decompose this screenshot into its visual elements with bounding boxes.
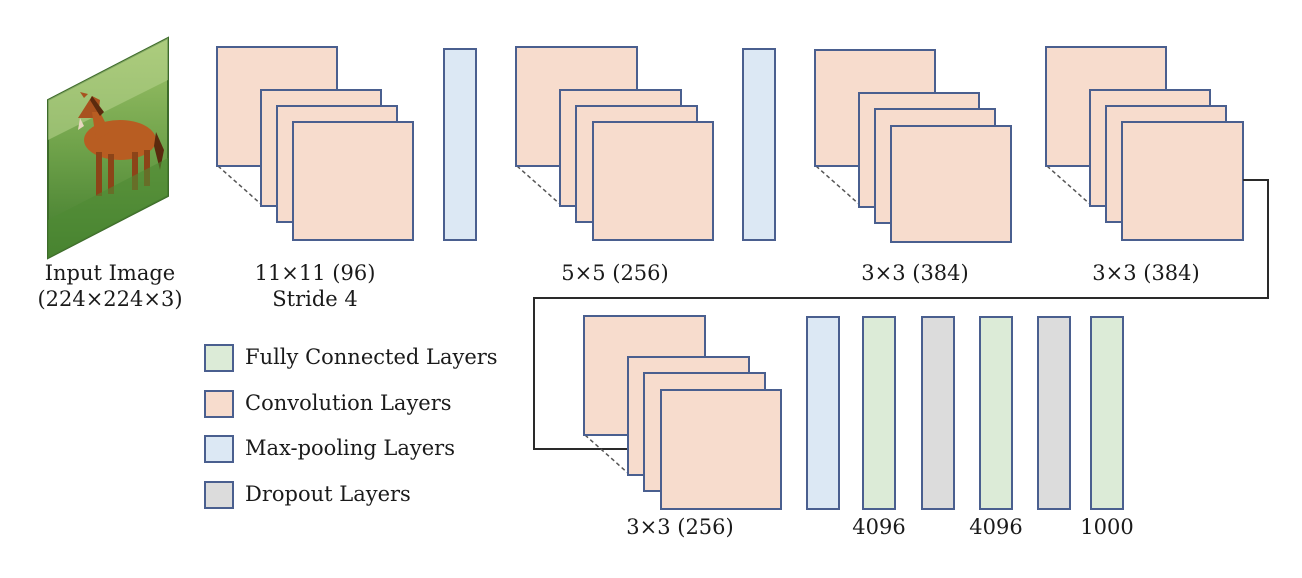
fc-layer-3 bbox=[1090, 316, 1124, 510]
horse-figure bbox=[78, 92, 164, 196]
conv4-label: 3×3 (384) bbox=[1092, 261, 1200, 285]
maxpool-layer-1 bbox=[443, 48, 477, 241]
dropout-layer-2 bbox=[1037, 316, 1071, 510]
input-label-line2: (224×224×3) bbox=[37, 287, 183, 311]
conv-block-1 bbox=[216, 46, 414, 241]
input-label-line1: Input Image bbox=[44, 261, 176, 285]
input-image bbox=[47, 36, 169, 260]
conv2-map-4 bbox=[592, 121, 714, 241]
maxpool-layer-2 bbox=[742, 48, 776, 241]
conv5-map-4 bbox=[660, 389, 782, 510]
conv4-map-4 bbox=[1121, 121, 1244, 241]
input-label: Input Image (224×224×3) bbox=[30, 260, 190, 312]
legend-swatch-dropout bbox=[204, 481, 234, 509]
conv1-label: 11×11 (96) Stride 4 bbox=[245, 260, 385, 312]
legend-label-fully-connected: Fully Connected Layers bbox=[245, 345, 498, 369]
legend-label-dropout: Dropout Layers bbox=[245, 482, 411, 506]
legend-label-convolution: Convolution Layers bbox=[245, 391, 452, 415]
legend-swatch-max-pooling bbox=[204, 435, 234, 463]
connector-arrow bbox=[533, 179, 1269, 457]
legend-swatch-fully-connected bbox=[204, 344, 234, 372]
legend-label-max-pooling: Max-pooling Layers bbox=[245, 436, 455, 460]
conv1-map-4 bbox=[292, 121, 414, 241]
fc3-label: 1000 bbox=[1080, 515, 1134, 539]
conv3-map-4 bbox=[890, 125, 1012, 243]
conv-block-4 bbox=[1045, 46, 1244, 241]
conv-block-3 bbox=[814, 49, 1012, 243]
conv-block-5 bbox=[583, 315, 782, 510]
conv-block-2 bbox=[515, 46, 714, 241]
fc1-label: 4096 bbox=[852, 515, 906, 539]
conv2-label: 5×5 (256) bbox=[561, 261, 669, 285]
conv1-stride-label: Stride 4 bbox=[272, 287, 358, 311]
conv5-label: 3×3 (256) bbox=[626, 515, 734, 539]
fc2-label: 4096 bbox=[969, 515, 1023, 539]
conv1-kernel-label: 11×11 (96) bbox=[254, 261, 376, 285]
legend-swatch-convolution bbox=[204, 390, 234, 418]
fc-layer-2 bbox=[979, 316, 1013, 510]
fc-layer-1 bbox=[862, 316, 896, 510]
dropout-layer-1 bbox=[921, 316, 955, 510]
conv3-label: 3×3 (384) bbox=[861, 261, 969, 285]
maxpool-layer-3 bbox=[806, 316, 840, 510]
